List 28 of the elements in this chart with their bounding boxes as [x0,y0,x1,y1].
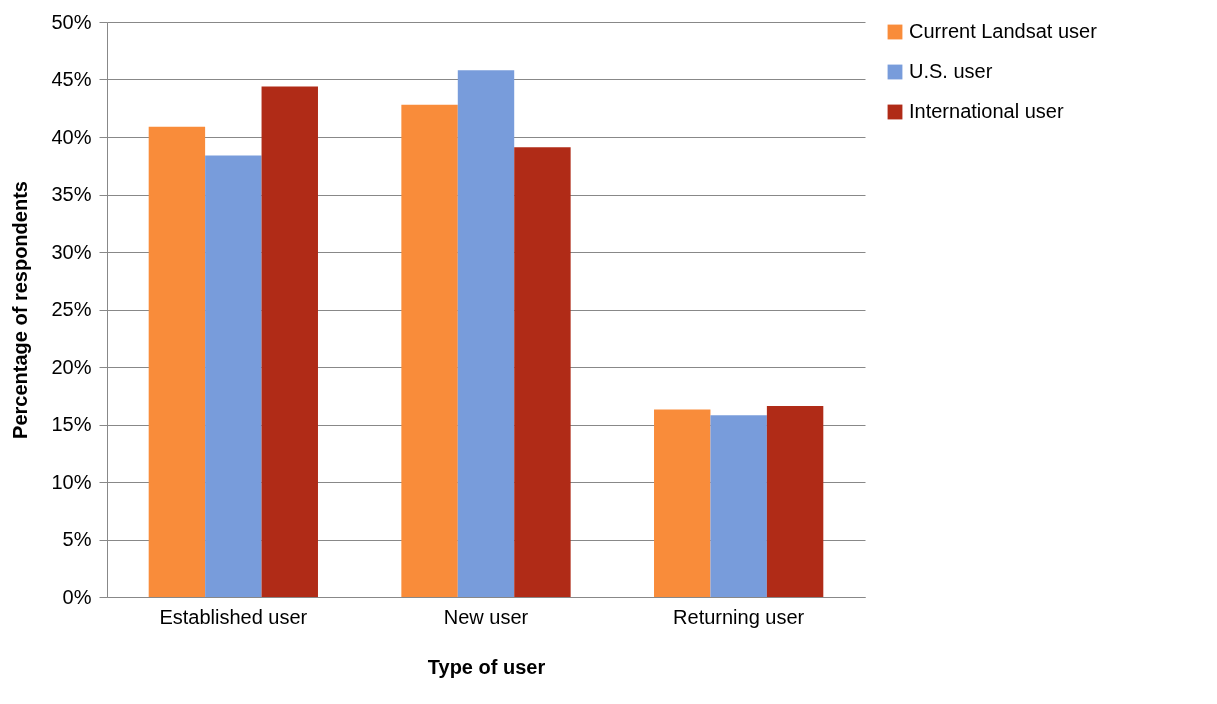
legend-label: U.S. user [909,60,993,82]
bar [710,415,767,597]
bar [205,155,262,597]
bar [514,147,571,597]
x-tick-label: New user [443,605,529,628]
y-tick-label: 15% [51,413,92,435]
bar [654,409,711,597]
bar [766,406,824,597]
y-tick-label: 50% [51,10,92,33]
x-axis-title: Type of user [427,655,546,678]
bar [401,104,458,597]
y-tick-label: 20% [51,355,92,378]
y-tick-label: 35% [51,183,92,205]
y-tick-label: 10% [51,470,92,493]
y-axis-title: Percentage of respondents [9,181,32,439]
y-tick-label: 45% [51,68,92,90]
y-tick-label: 30% [51,240,92,263]
legend-label: Current Landsat user [909,20,1098,42]
x-tick-label: Returning user [673,605,805,628]
y-tick-label: 40% [51,125,92,148]
bar [261,86,318,597]
legend-label: International user [909,100,1064,122]
y-tick-label: 25% [51,298,92,320]
y-tick-label: 5% [62,528,92,550]
x-tick-label: Established user [159,605,308,628]
bar [148,126,206,597]
bar [457,70,515,597]
y-tick-label: 0% [62,585,92,608]
